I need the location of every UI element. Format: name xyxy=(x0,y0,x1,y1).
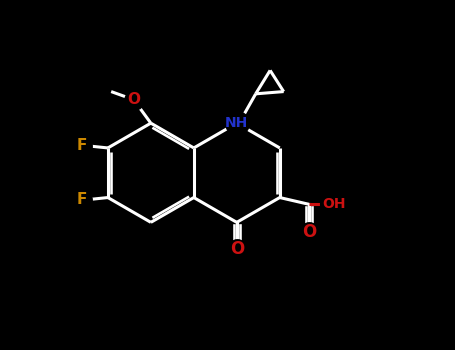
Text: O: O xyxy=(302,223,316,241)
Text: NH: NH xyxy=(225,116,248,130)
Text: F: F xyxy=(76,192,87,207)
Text: F: F xyxy=(76,138,87,153)
Text: O: O xyxy=(127,92,140,107)
Text: O: O xyxy=(230,240,244,258)
Text: OH: OH xyxy=(322,197,346,211)
